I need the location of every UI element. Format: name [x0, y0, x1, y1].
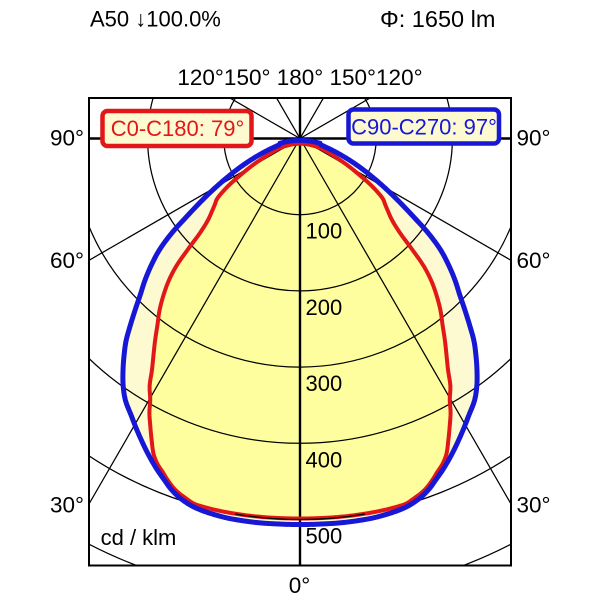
svg-text:cd / klm: cd / klm [101, 525, 177, 550]
svg-text:0°: 0° [289, 573, 311, 598]
svg-text:Φ: 1650 lm: Φ: 1650 lm [380, 6, 495, 32]
svg-text:400: 400 [306, 447, 343, 472]
svg-text:C0-C180: 79°: C0-C180: 79° [111, 116, 245, 141]
svg-text:90°: 90° [517, 126, 551, 151]
svg-text:120°150° 180° 150°120°: 120°150° 180° 150°120° [177, 65, 422, 90]
svg-text:30°: 30° [517, 493, 551, 518]
svg-text:90°: 90° [50, 126, 84, 151]
svg-text:A50 ↓100.0%: A50 ↓100.0% [90, 6, 221, 31]
svg-text:30°: 30° [50, 493, 84, 518]
svg-text:500: 500 [306, 524, 343, 549]
svg-text:60°: 60° [50, 248, 84, 273]
svg-text:60°: 60° [517, 248, 551, 273]
svg-text:100: 100 [306, 219, 343, 244]
svg-text:C90-C270: 97°: C90-C270: 97° [351, 115, 497, 140]
svg-text:200: 200 [306, 295, 343, 320]
svg-text:300: 300 [306, 371, 343, 396]
